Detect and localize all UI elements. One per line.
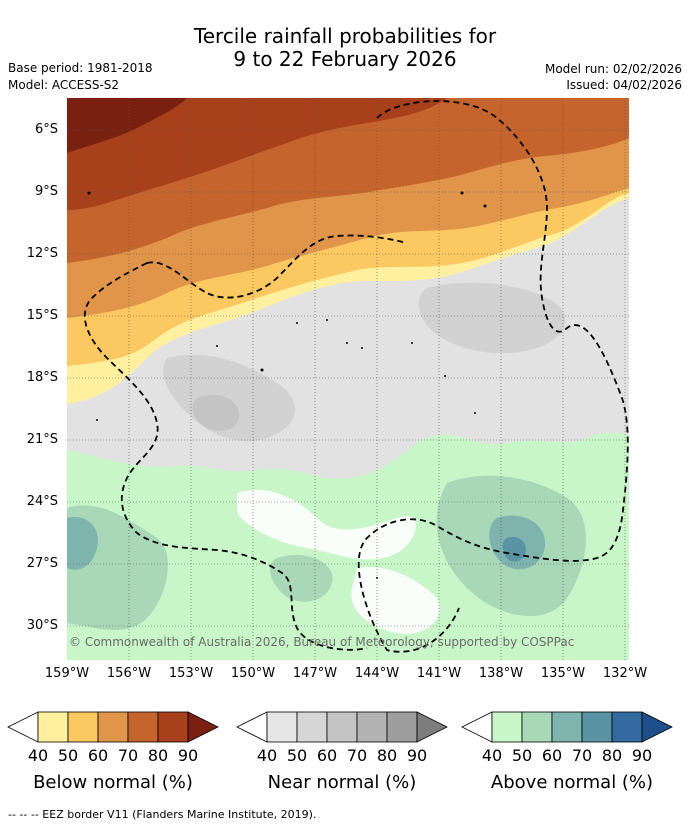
colorbar-tick: 40: [27, 746, 49, 765]
map-title-line2: 9 to 22 February 2026: [233, 47, 457, 71]
near-normal-50-region-east: [418, 282, 566, 354]
near-normal-60-region: [192, 394, 240, 432]
lat-label: 12°S: [26, 246, 58, 261]
colorbar-label-below: Below normal (%): [33, 772, 193, 793]
colorbar-tick: 50: [57, 746, 79, 765]
model-run: Model run: 02/02/2026: [544, 62, 682, 76]
near-normal-50-region: [163, 354, 296, 442]
colorbar-below-high-extension: [187, 711, 219, 743]
eez-footnote: -- -- -- EEZ border V11 (Flanders Marine…: [8, 808, 317, 821]
lon-label: 156°W: [106, 666, 152, 681]
colorbar-below-swatch: [127, 711, 159, 743]
colorbar-tick: 70: [117, 746, 139, 765]
colorbar-tick: 80: [147, 746, 169, 765]
eez-border-north: [357, 100, 629, 653]
colorbar-tick: 80: [376, 746, 398, 765]
above-normal-70-region: [502, 537, 526, 562]
map-copyright: © Commonwealth of Australia 2026, Bureau…: [69, 635, 574, 649]
colorbar-tick: 40: [256, 746, 278, 765]
lon-label: 150°W: [230, 666, 276, 681]
lon-label: 147°W: [292, 666, 338, 681]
colorbar-tick: 70: [571, 746, 593, 765]
graticule: [67, 98, 629, 660]
colorbar-above-swatch: [551, 711, 583, 743]
colorbar-tick: 90: [406, 746, 428, 765]
lat-label: 30°S: [26, 618, 58, 633]
colorbar-near-swatch: [326, 711, 358, 743]
colorbar-tick: 90: [631, 746, 653, 765]
colorbar-above-normal: [461, 711, 673, 743]
no-dominant-band-2: [351, 567, 440, 634]
below-normal-80-region: [67, 98, 447, 210]
islands: [87, 191, 487, 579]
lon-label: 159°W: [44, 666, 90, 681]
colorbar-tick: 60: [541, 746, 563, 765]
above-normal-50-region-south: [270, 554, 333, 602]
lon-label: 153°W: [168, 666, 214, 681]
lat-label: 21°S: [26, 432, 58, 447]
colorbar-above-high-extension: [641, 711, 673, 743]
no-dominant-band: [237, 489, 416, 560]
colorbar-label-above: Above normal (%): [490, 772, 654, 793]
lat-label: 6°S: [34, 122, 58, 137]
lat-label: 15°S: [26, 308, 58, 323]
colorbar-near-high-extension: [416, 711, 448, 743]
issued-date: Issued: 04/02/2026: [566, 78, 682, 92]
lon-label: 138°W: [478, 666, 524, 681]
lon-label: 135°W: [540, 666, 586, 681]
above-normal-60-region: [67, 517, 98, 570]
colorbar-below-swatch: [157, 711, 189, 743]
colorbar-near-low-extension: [236, 711, 268, 743]
eez-border-west: [83, 262, 368, 651]
colorbar-below-swatch: [67, 711, 99, 743]
colorbar-label-near: Near normal (%): [267, 772, 417, 793]
lat-label: 27°S: [26, 556, 58, 571]
lon-label: 132°W: [602, 666, 648, 681]
colorbar-above-swatch: [521, 711, 553, 743]
colorbar-near-swatch: [386, 711, 418, 743]
map-title-line1: Tercile rainfall probabilities for: [193, 24, 497, 48]
lat-label: 18°S: [26, 370, 58, 385]
colorbar-tick: 60: [316, 746, 338, 765]
colorbar-above-low-extension: [461, 711, 493, 743]
rainfall-probability-map: © Commonwealth of Australia 2026, Bureau…: [67, 98, 629, 660]
model-name: Model: ACCESS-S2: [8, 78, 120, 92]
lat-label: 9°S: [34, 184, 58, 199]
colorbar-tick: 90: [177, 746, 199, 765]
colorbar-tick: 40: [481, 746, 503, 765]
colorbar-tick: 50: [286, 746, 308, 765]
lon-label: 141°W: [416, 666, 462, 681]
lon-label: 144°W: [354, 666, 400, 681]
colorbars: [7, 711, 673, 743]
colorbar-below-swatch: [37, 711, 69, 743]
colorbar-below-low-extension: [7, 711, 39, 743]
colorbar-above-swatch: [611, 711, 643, 743]
colorbar-tick: 60: [87, 746, 109, 765]
colorbar-tick: 70: [346, 746, 368, 765]
lat-label: 24°S: [26, 494, 58, 509]
below-normal-90-region: [67, 98, 187, 153]
colorbar-near-normal: [236, 711, 448, 743]
colorbar-above-swatch: [491, 711, 523, 743]
colorbar-near-swatch: [296, 711, 328, 743]
colorbar-below-swatch: [97, 711, 129, 743]
base-period: Base period: 1981-2018: [8, 61, 153, 75]
colorbar-above-swatch: [581, 711, 613, 743]
colorbar-below-normal: [7, 711, 219, 743]
colorbar-near-swatch: [356, 711, 388, 743]
colorbar-near-swatch: [266, 711, 298, 743]
eez-border-central: [146, 234, 408, 299]
colorbar-tick: 80: [601, 746, 623, 765]
colorbar-tick: 50: [511, 746, 533, 765]
